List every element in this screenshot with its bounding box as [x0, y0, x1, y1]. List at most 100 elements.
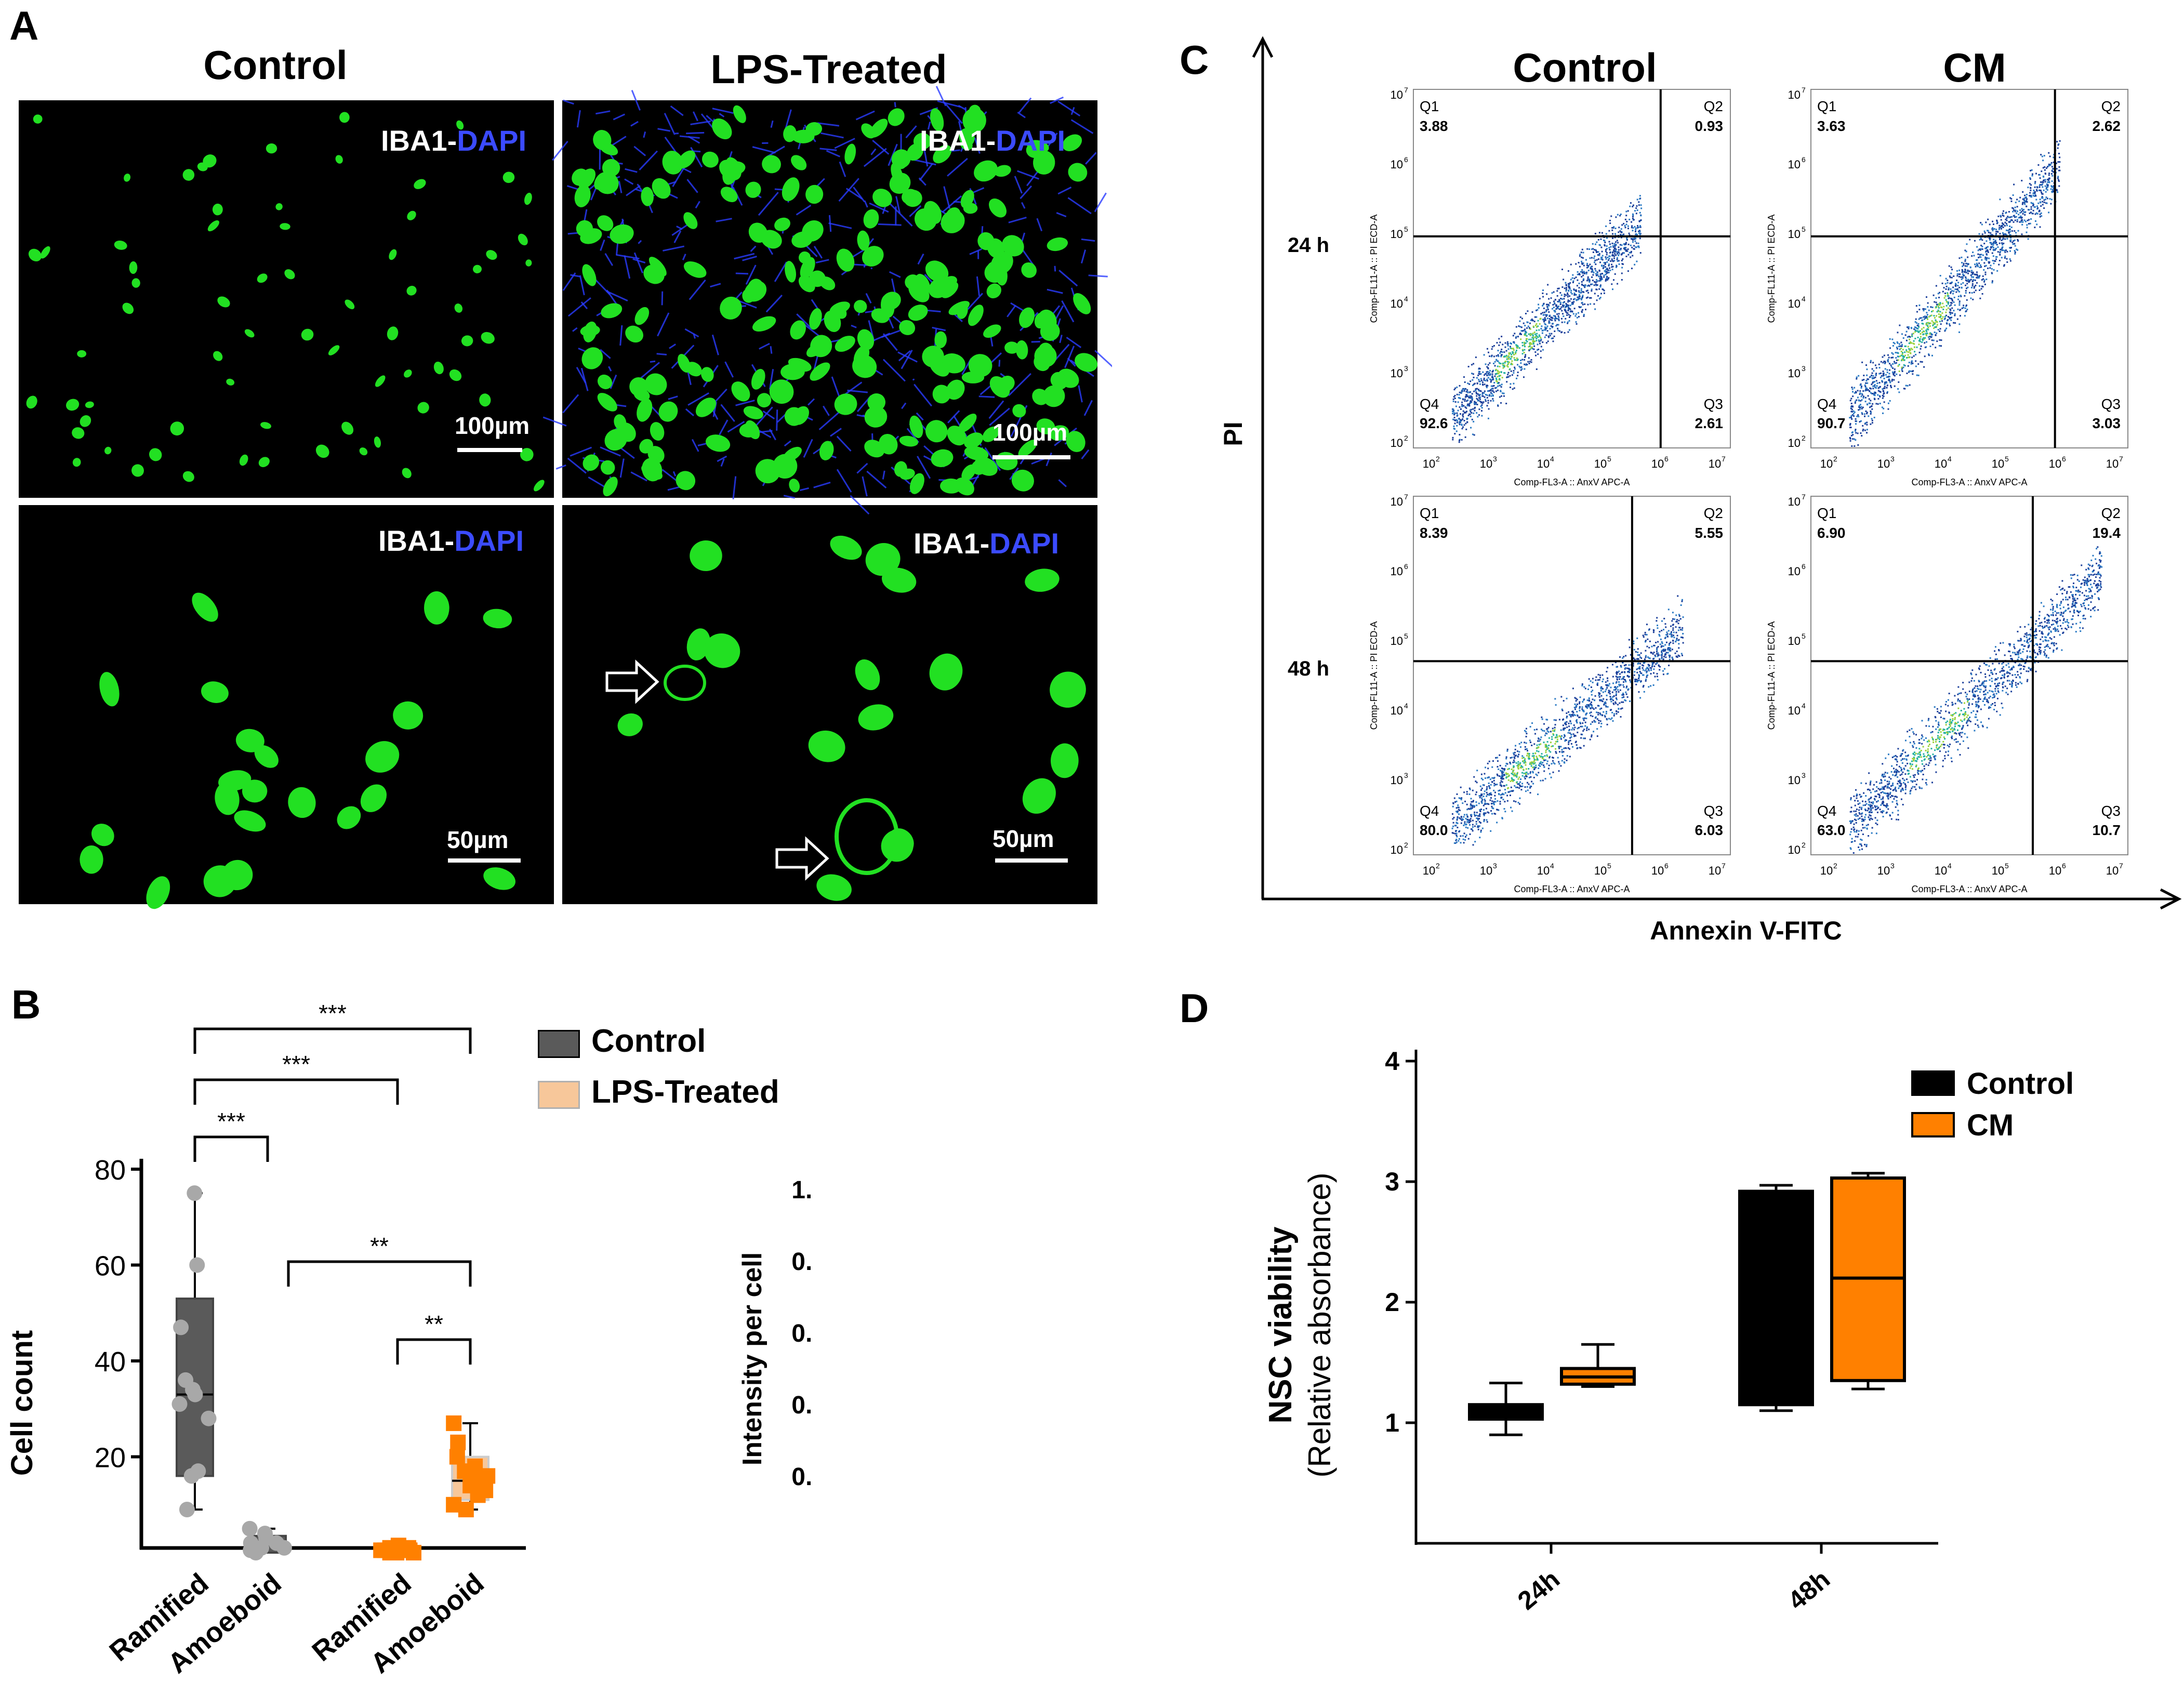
event-dot — [2053, 187, 2055, 189]
event-dot — [1451, 813, 1453, 815]
event-dot — [1648, 670, 1650, 672]
cell — [905, 274, 921, 290]
event-dot — [1609, 269, 1611, 271]
event-dot — [1493, 803, 1495, 805]
event-dot — [1504, 362, 1506, 364]
event-dot — [1540, 779, 1542, 782]
dapi-fiber — [562, 272, 576, 291]
event-dot — [1642, 665, 1644, 667]
event-dot — [1613, 713, 1616, 715]
event-dot — [2005, 222, 2007, 224]
event-dot — [1543, 759, 1545, 761]
event-dot — [1993, 260, 1995, 262]
event-dot — [1935, 326, 1937, 328]
event-dot — [1914, 329, 1916, 331]
event-dot — [1612, 266, 1614, 268]
event-dot — [1633, 649, 1635, 651]
event-dot — [1958, 331, 1961, 333]
event-dot — [1591, 266, 1593, 268]
event-dot — [2004, 257, 2006, 259]
dapi-fiber — [882, 359, 906, 382]
cell — [960, 139, 973, 151]
event-dot — [1925, 346, 1927, 348]
event-dot — [1606, 272, 1608, 274]
event-dot — [1635, 229, 1637, 231]
dapi-fiber — [863, 148, 887, 167]
event-dot — [1865, 380, 1868, 382]
event-dot — [1582, 309, 1584, 311]
cell — [284, 269, 295, 280]
event-dot — [1620, 665, 1622, 667]
event-dot — [1856, 378, 1858, 380]
event-dot — [1860, 383, 1862, 385]
event-dot — [1953, 275, 1955, 277]
cell — [782, 177, 800, 202]
event-dot — [1858, 375, 1860, 377]
event-dot — [1984, 256, 1987, 258]
dapi-fiber — [967, 293, 983, 310]
event-dot — [1510, 763, 1512, 765]
event-dot — [1929, 336, 1931, 338]
event-dot — [1976, 246, 1978, 248]
event-dot — [1474, 811, 1476, 813]
event-dot — [2019, 216, 2021, 218]
event-dot — [1526, 321, 1528, 323]
dapi-fiber — [803, 439, 813, 458]
cell — [1022, 778, 1056, 814]
event-dot — [1569, 739, 1571, 742]
event-dot — [1850, 398, 1852, 400]
event-dot — [1682, 627, 1684, 629]
event-dot — [1910, 327, 1912, 329]
cell — [939, 478, 962, 494]
event-dot — [1548, 318, 1551, 320]
dapi-fiber — [1058, 479, 1067, 487]
event-dot — [2042, 193, 2044, 195]
stain-label: IBA1-DAPI — [381, 124, 526, 157]
event-dot — [2029, 222, 2031, 224]
event-dot — [1470, 411, 1472, 413]
event-dot — [1988, 237, 1990, 240]
event-dot — [1977, 253, 1979, 255]
cell — [1004, 341, 1020, 354]
event-dot — [1520, 338, 1522, 340]
event-dot — [1487, 793, 1489, 796]
event-dot — [1540, 356, 1542, 359]
event-dot — [1459, 385, 1461, 387]
event-dot — [1534, 333, 1536, 335]
event-dot — [1888, 379, 1890, 381]
event-dot — [1970, 286, 1973, 288]
event-dot — [2015, 216, 2017, 218]
event-dot — [1468, 793, 1471, 795]
event-dot — [1495, 368, 1497, 370]
event-dot — [2050, 185, 2053, 187]
event-dot — [1925, 329, 1927, 332]
cell — [722, 161, 746, 176]
event-dot — [1570, 292, 1572, 294]
cell — [941, 210, 965, 233]
event-dot — [2039, 226, 2041, 228]
event-dot — [1491, 375, 1493, 377]
event-dot — [1959, 315, 1961, 317]
event-dot — [1548, 315, 1551, 317]
dapi-fiber — [657, 128, 671, 132]
quadrant-name: Q3 — [2101, 396, 2121, 412]
event-dot — [1499, 803, 1501, 805]
event-dot — [2009, 240, 2011, 242]
event-dot — [1861, 393, 1863, 395]
event-dot — [1503, 395, 1505, 397]
y-tick-label: 10 — [1391, 88, 1403, 101]
event-dot — [1938, 303, 1940, 305]
event-dot — [1864, 384, 1866, 386]
event-dot — [1607, 259, 1609, 261]
event-dot — [1886, 385, 1888, 387]
x-tick-exponent: 7 — [1722, 455, 1726, 463]
event-dot — [1632, 237, 1634, 240]
event-dot — [1506, 776, 1508, 778]
event-dot — [1940, 306, 1942, 308]
x-tick-exponent: 6 — [2062, 455, 2066, 463]
event-dot — [1898, 381, 1900, 383]
event-dot — [1558, 320, 1560, 322]
event-dot — [1888, 378, 1890, 380]
cell — [104, 446, 112, 455]
